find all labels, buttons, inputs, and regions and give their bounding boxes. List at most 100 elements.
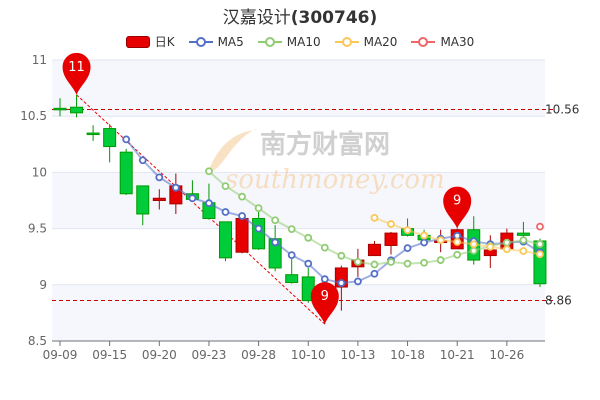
- candle-body: [467, 229, 481, 261]
- candle: [169, 173, 183, 214]
- mark-line-label: 10.56: [545, 102, 579, 116]
- candle: [367, 240, 381, 257]
- ma5-point: [519, 237, 528, 246]
- candle-body: [367, 243, 381, 257]
- ma20-point: [486, 242, 495, 251]
- trend-line: [76, 94, 326, 325]
- candle-body: [235, 217, 249, 253]
- ma30-legend-icon: [411, 36, 436, 47]
- ma10-point: [536, 240, 544, 249]
- y-tick-label: 10.5: [20, 109, 47, 123]
- kline-legend-icon: [125, 35, 150, 48]
- legend-label: MA20: [363, 34, 398, 49]
- stock-name: 汉嘉设计: [222, 8, 291, 28]
- candle: [500, 228, 514, 250]
- ma5-point: [254, 224, 263, 233]
- watermark-en: southmoney.com: [225, 165, 445, 195]
- ma10-point: [254, 204, 263, 213]
- pin-label: 11: [68, 60, 85, 75]
- legend-item-ma5[interactable]: MA5: [188, 33, 244, 50]
- legend-item-ma30[interactable]: MA30: [411, 33, 474, 50]
- candle-body: [219, 221, 232, 259]
- ma5-point: [337, 279, 346, 287]
- candle: [202, 183, 216, 220]
- x-tick-label: 09-28: [241, 348, 276, 362]
- mark-point-pin: 11: [62, 52, 91, 95]
- candle-body: [434, 240, 448, 243]
- legend-item-ma10[interactable]: MA10: [257, 33, 321, 50]
- candle-body: [53, 107, 67, 111]
- ma5-point: [453, 231, 462, 240]
- watermark: 南方财富网 southmoney.com: [205, 128, 445, 195]
- y-tick-label: 9: [39, 278, 47, 292]
- legend-item-kline[interactable]: 日K: [125, 33, 175, 50]
- candle-body: [252, 217, 266, 250]
- ma10-point: [519, 236, 528, 245]
- candle-body: [351, 259, 365, 268]
- candle: [103, 124, 117, 163]
- ma10-point: [420, 258, 429, 267]
- y-tick-label: 9.5: [28, 222, 47, 236]
- ma20-point: [469, 240, 478, 249]
- candle: [219, 221, 232, 262]
- grid-band: [52, 172, 545, 229]
- ma5-point: [122, 135, 131, 144]
- ma20-point: [536, 250, 544, 259]
- ma5-point: [271, 238, 280, 247]
- candle: [467, 216, 481, 265]
- candle: [53, 98, 67, 117]
- x-tick-label: 10-18: [390, 348, 425, 362]
- ma5-point: [188, 194, 197, 203]
- ma20-legend-icon: [334, 36, 359, 47]
- candle: [252, 206, 266, 250]
- candle-body: [152, 197, 166, 201]
- ma10-point: [205, 167, 213, 176]
- ma5-point: [353, 277, 362, 286]
- candle-body: [384, 232, 398, 246]
- candle-body: [70, 106, 84, 114]
- watermark-cn: 南方财富网: [260, 129, 390, 160]
- x-tick-label: 09-09: [43, 348, 78, 362]
- ma10-point: [320, 243, 329, 252]
- ma20-point: [436, 236, 445, 245]
- x-tick-label: 10-21: [440, 348, 475, 362]
- candle-body: [500, 232, 514, 250]
- ma5-point: [155, 173, 164, 182]
- grid-band: [52, 284, 545, 341]
- candle-body: [285, 274, 299, 284]
- ma20-point: [453, 238, 462, 246]
- ma20-point: [420, 231, 429, 240]
- candle-body: [86, 132, 100, 136]
- legend-item-ma20[interactable]: MA20: [334, 33, 398, 50]
- candle-body: [301, 276, 315, 302]
- ma5-point: [320, 275, 329, 284]
- candle-body: [185, 193, 199, 200]
- candle: [136, 185, 150, 226]
- ma5-point: [205, 199, 213, 208]
- candle-body: [103, 128, 117, 148]
- candle: [119, 148, 133, 195]
- ma5-legend-icon: [188, 36, 213, 47]
- mark-line-label: 8.86: [545, 294, 572, 308]
- ma20-point: [370, 213, 379, 222]
- ma10-point: [469, 246, 478, 255]
- candle: [384, 231, 398, 255]
- candle: [450, 228, 464, 250]
- candle: [301, 267, 315, 303]
- candle: [152, 189, 166, 210]
- candle-body: [516, 232, 530, 236]
- ma5-point: [469, 237, 478, 246]
- candle: [483, 235, 497, 268]
- ma5-point: [238, 212, 246, 220]
- candle: [185, 180, 199, 200]
- ma10-point: [271, 216, 280, 225]
- candle: [318, 284, 332, 325]
- candle: [351, 248, 365, 277]
- legend: 日K MA5 MA10 MA20 MA30: [0, 33, 600, 50]
- ma10-point: [436, 256, 445, 264]
- pin-shape: [310, 282, 339, 325]
- pin-shape: [62, 52, 91, 95]
- stock-code: (300746): [290, 8, 378, 28]
- candle-body: [202, 202, 216, 219]
